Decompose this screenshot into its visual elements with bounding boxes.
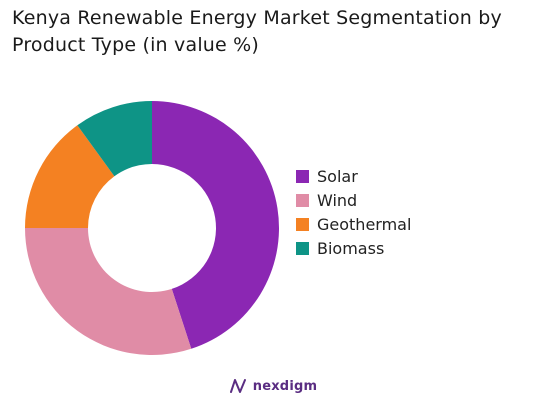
legend-label: Biomass xyxy=(317,238,385,258)
chart-title-line-1: Kenya Renewable Energy Market Segmentati… xyxy=(12,7,502,29)
legend-item-wind: Wind xyxy=(296,188,411,212)
legend-swatch xyxy=(296,217,309,231)
chart-legend: Solar Wind Geothermal Biomass xyxy=(296,164,411,260)
legend-item-solar: Solar xyxy=(296,164,411,188)
slice-geothermal xyxy=(25,125,115,228)
slice-wind xyxy=(25,228,192,355)
legend-label: Wind xyxy=(317,190,358,210)
chart-title: Kenya Renewable Energy Market Segmentati… xyxy=(12,5,540,59)
legend-swatch xyxy=(296,241,309,255)
slice-solar xyxy=(152,101,279,349)
legend-label: Geothermal xyxy=(317,214,412,234)
legend-item-geothermal: Geothermal xyxy=(296,212,411,236)
brand-footer: nexdigm xyxy=(0,377,546,395)
legend-swatch xyxy=(296,169,309,183)
nexdigm-logo-icon xyxy=(229,379,246,393)
legend-item-biomass: Biomass xyxy=(296,236,411,260)
legend-swatch xyxy=(296,193,309,207)
brand-name: nexdigm xyxy=(252,378,318,394)
legend-label: Solar xyxy=(317,166,358,186)
slice-biomass xyxy=(77,101,152,177)
chart-title-line-2: Product Type (in value %) xyxy=(12,34,260,56)
